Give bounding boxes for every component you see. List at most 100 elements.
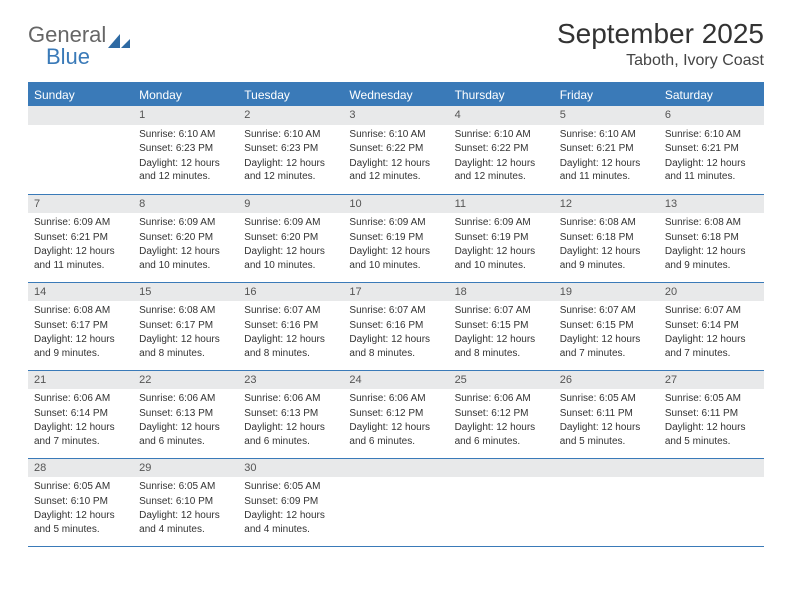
calendar-day-cell: 23Sunrise: 6:06 AMSunset: 6:13 PMDayligh… bbox=[238, 370, 343, 458]
weekday-header: Monday bbox=[133, 83, 238, 106]
calendar-day-cell: 9Sunrise: 6:09 AMSunset: 6:20 PMDaylight… bbox=[238, 194, 343, 282]
sunrise-text: Sunrise: 6:06 AM bbox=[139, 392, 232, 406]
daylight-text: Daylight: 12 hours and 8 minutes. bbox=[455, 333, 548, 360]
day-details: Sunrise: 6:06 AMSunset: 6:13 PMDaylight:… bbox=[133, 389, 238, 453]
day-details: Sunrise: 6:09 AMSunset: 6:21 PMDaylight:… bbox=[28, 213, 133, 277]
day-number: 2 bbox=[238, 106, 343, 125]
daylight-text: Daylight: 12 hours and 4 minutes. bbox=[244, 509, 337, 536]
daylight-text: Daylight: 12 hours and 10 minutes. bbox=[349, 245, 442, 272]
daylight-text: Daylight: 12 hours and 12 minutes. bbox=[455, 157, 548, 184]
sunset-text: Sunset: 6:19 PM bbox=[349, 231, 442, 245]
calendar-week-row: 28Sunrise: 6:05 AMSunset: 6:10 PMDayligh… bbox=[28, 458, 764, 546]
day-number-empty bbox=[659, 459, 764, 478]
sunrise-text: Sunrise: 6:08 AM bbox=[139, 304, 232, 318]
sunset-text: Sunset: 6:10 PM bbox=[139, 495, 232, 509]
day-number-empty bbox=[343, 459, 448, 478]
sunset-text: Sunset: 6:21 PM bbox=[34, 231, 127, 245]
day-number: 23 bbox=[238, 371, 343, 390]
calendar-day-cell bbox=[343, 458, 448, 546]
daylight-text: Daylight: 12 hours and 11 minutes. bbox=[34, 245, 127, 272]
day-number: 29 bbox=[133, 459, 238, 478]
sunrise-text: Sunrise: 6:06 AM bbox=[455, 392, 548, 406]
calendar-day-cell: 27Sunrise: 6:05 AMSunset: 6:11 PMDayligh… bbox=[659, 370, 764, 458]
sunrise-text: Sunrise: 6:05 AM bbox=[560, 392, 653, 406]
calendar-day-cell: 10Sunrise: 6:09 AMSunset: 6:19 PMDayligh… bbox=[343, 194, 448, 282]
day-details: Sunrise: 6:08 AMSunset: 6:17 PMDaylight:… bbox=[28, 301, 133, 365]
page-header: General September 2025 Taboth, Ivory Coa… bbox=[28, 18, 764, 70]
sunrise-text: Sunrise: 6:08 AM bbox=[34, 304, 127, 318]
sail-icon bbox=[108, 28, 130, 42]
calendar-day-cell bbox=[449, 458, 554, 546]
calendar-day-cell bbox=[28, 106, 133, 194]
sunset-text: Sunset: 6:19 PM bbox=[455, 231, 548, 245]
day-details: Sunrise: 6:10 AMSunset: 6:22 PMDaylight:… bbox=[343, 125, 448, 189]
daylight-text: Daylight: 12 hours and 12 minutes. bbox=[349, 157, 442, 184]
day-number: 30 bbox=[238, 459, 343, 478]
sunrise-text: Sunrise: 6:10 AM bbox=[139, 128, 232, 142]
sunset-text: Sunset: 6:20 PM bbox=[244, 231, 337, 245]
sunset-text: Sunset: 6:21 PM bbox=[665, 142, 758, 156]
daylight-text: Daylight: 12 hours and 6 minutes. bbox=[244, 421, 337, 448]
day-number: 21 bbox=[28, 371, 133, 390]
sunset-text: Sunset: 6:17 PM bbox=[34, 319, 127, 333]
daylight-text: Daylight: 12 hours and 10 minutes. bbox=[244, 245, 337, 272]
day-details: Sunrise: 6:05 AMSunset: 6:10 PMDaylight:… bbox=[28, 477, 133, 541]
day-details: Sunrise: 6:09 AMSunset: 6:19 PMDaylight:… bbox=[343, 213, 448, 277]
sunrise-text: Sunrise: 6:09 AM bbox=[139, 216, 232, 230]
sunset-text: Sunset: 6:12 PM bbox=[349, 407, 442, 421]
sunset-text: Sunset: 6:20 PM bbox=[139, 231, 232, 245]
sunset-text: Sunset: 6:13 PM bbox=[139, 407, 232, 421]
sunrise-text: Sunrise: 6:10 AM bbox=[560, 128, 653, 142]
daylight-text: Daylight: 12 hours and 7 minutes. bbox=[665, 333, 758, 360]
daylight-text: Daylight: 12 hours and 4 minutes. bbox=[139, 509, 232, 536]
daylight-text: Daylight: 12 hours and 10 minutes. bbox=[455, 245, 548, 272]
sunrise-text: Sunrise: 6:07 AM bbox=[665, 304, 758, 318]
day-number: 9 bbox=[238, 195, 343, 214]
daylight-text: Daylight: 12 hours and 9 minutes. bbox=[34, 333, 127, 360]
day-number-empty bbox=[449, 459, 554, 478]
calendar-day-cell: 24Sunrise: 6:06 AMSunset: 6:12 PMDayligh… bbox=[343, 370, 448, 458]
day-details: Sunrise: 6:05 AMSunset: 6:10 PMDaylight:… bbox=[133, 477, 238, 541]
sunset-text: Sunset: 6:15 PM bbox=[560, 319, 653, 333]
day-number: 14 bbox=[28, 283, 133, 302]
daylight-text: Daylight: 12 hours and 9 minutes. bbox=[665, 245, 758, 272]
sunrise-text: Sunrise: 6:05 AM bbox=[34, 480, 127, 494]
calendar-day-cell: 4Sunrise: 6:10 AMSunset: 6:22 PMDaylight… bbox=[449, 106, 554, 194]
title-block: September 2025 Taboth, Ivory Coast bbox=[557, 18, 764, 70]
day-number: 27 bbox=[659, 371, 764, 390]
day-details: Sunrise: 6:10 AMSunset: 6:21 PMDaylight:… bbox=[659, 125, 764, 189]
day-number: 7 bbox=[28, 195, 133, 214]
weekday-header: Wednesday bbox=[343, 83, 448, 106]
sunset-text: Sunset: 6:11 PM bbox=[665, 407, 758, 421]
sunrise-text: Sunrise: 6:09 AM bbox=[34, 216, 127, 230]
day-details: Sunrise: 6:06 AMSunset: 6:12 PMDaylight:… bbox=[343, 389, 448, 453]
day-number: 26 bbox=[554, 371, 659, 390]
day-number: 15 bbox=[133, 283, 238, 302]
sunrise-text: Sunrise: 6:10 AM bbox=[349, 128, 442, 142]
calendar-day-cell: 21Sunrise: 6:06 AMSunset: 6:14 PMDayligh… bbox=[28, 370, 133, 458]
day-number: 19 bbox=[554, 283, 659, 302]
daylight-text: Daylight: 12 hours and 12 minutes. bbox=[139, 157, 232, 184]
calendar-day-cell: 5Sunrise: 6:10 AMSunset: 6:21 PMDaylight… bbox=[554, 106, 659, 194]
day-details: Sunrise: 6:07 AMSunset: 6:15 PMDaylight:… bbox=[449, 301, 554, 365]
daylight-text: Daylight: 12 hours and 6 minutes. bbox=[349, 421, 442, 448]
calendar-day-cell: 8Sunrise: 6:09 AMSunset: 6:20 PMDaylight… bbox=[133, 194, 238, 282]
calendar-day-cell: 15Sunrise: 6:08 AMSunset: 6:17 PMDayligh… bbox=[133, 282, 238, 370]
day-details: Sunrise: 6:05 AMSunset: 6:09 PMDaylight:… bbox=[238, 477, 343, 541]
day-details: Sunrise: 6:07 AMSunset: 6:15 PMDaylight:… bbox=[554, 301, 659, 365]
sunrise-text: Sunrise: 6:08 AM bbox=[560, 216, 653, 230]
sunset-text: Sunset: 6:21 PM bbox=[560, 142, 653, 156]
location-label: Taboth, Ivory Coast bbox=[557, 52, 764, 70]
sunset-text: Sunset: 6:16 PM bbox=[244, 319, 337, 333]
sunrise-text: Sunrise: 6:05 AM bbox=[139, 480, 232, 494]
calendar-week-row: 21Sunrise: 6:06 AMSunset: 6:14 PMDayligh… bbox=[28, 370, 764, 458]
daylight-text: Daylight: 12 hours and 5 minutes. bbox=[560, 421, 653, 448]
calendar-day-cell: 28Sunrise: 6:05 AMSunset: 6:10 PMDayligh… bbox=[28, 458, 133, 546]
sunset-text: Sunset: 6:18 PM bbox=[665, 231, 758, 245]
day-details: Sunrise: 6:07 AMSunset: 6:14 PMDaylight:… bbox=[659, 301, 764, 365]
day-number: 4 bbox=[449, 106, 554, 125]
day-number: 1 bbox=[133, 106, 238, 125]
day-details: Sunrise: 6:08 AMSunset: 6:17 PMDaylight:… bbox=[133, 301, 238, 365]
day-details: Sunrise: 6:06 AMSunset: 6:14 PMDaylight:… bbox=[28, 389, 133, 453]
day-details: Sunrise: 6:08 AMSunset: 6:18 PMDaylight:… bbox=[659, 213, 764, 277]
